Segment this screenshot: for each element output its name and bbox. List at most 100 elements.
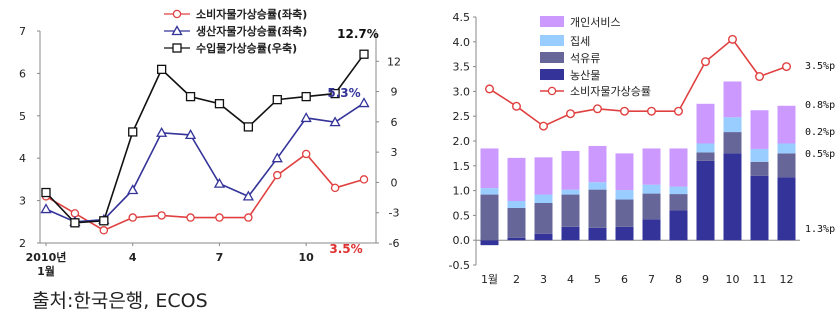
bar-segment [534, 194, 553, 203]
bar-segment [615, 226, 634, 241]
bar-segment [561, 150, 580, 190]
y-tick-label: 4.0 [453, 36, 471, 49]
bar-segment [615, 199, 634, 227]
legend-label: 소비자물가상승률(좌축) [196, 7, 307, 21]
data-point [272, 94, 282, 105]
legend-swatch [540, 35, 564, 46]
bar-segment [723, 117, 742, 133]
legend-swatch [540, 52, 564, 63]
bar-segment [750, 110, 769, 149]
series-line [45, 102, 365, 223]
data-point [485, 84, 495, 94]
bar-segment [507, 157, 526, 202]
bar-segment [534, 233, 553, 241]
y-tick-label: 0.0 [453, 234, 471, 247]
data-point [330, 88, 340, 99]
end-value-label: 12.7% [337, 27, 379, 41]
bar-segment [534, 203, 553, 234]
data-point [300, 112, 312, 123]
series-line [45, 53, 365, 224]
series-3 [41, 49, 369, 228]
bar-segment [669, 148, 688, 187]
bar-segment [696, 160, 715, 241]
data-point [99, 216, 109, 226]
annotation-label: 1.3%p [805, 224, 835, 235]
bar-segment [561, 189, 580, 195]
legend-swatch [540, 69, 564, 80]
data-point [271, 152, 283, 163]
x-tick-label: 7 [216, 251, 224, 264]
data-point [359, 175, 369, 184]
data-point [213, 177, 226, 188]
y-tick-label: 0.5 [453, 209, 471, 222]
data-point [330, 183, 340, 193]
cpi-line-series [485, 34, 792, 131]
data-point [301, 91, 311, 102]
legend-marker [171, 25, 183, 36]
right-tick-label: 12 [387, 55, 401, 68]
bar-segment [777, 177, 796, 241]
x-tick-label: 3 [540, 273, 547, 286]
bar-segment [777, 105, 796, 144]
y-tick-label: -0.5 [449, 259, 470, 272]
bar-segment [669, 194, 688, 211]
bar-segment [723, 81, 742, 118]
data-point [41, 187, 51, 198]
legend-label: 석유류 [570, 52, 600, 65]
right-tick-label: -6 [389, 237, 400, 250]
data-point [242, 190, 254, 201]
left-tick-label: 4 [19, 152, 26, 165]
left-tick-label: 3 [19, 195, 26, 208]
data-point [566, 109, 576, 119]
legend-swatch [540, 16, 564, 27]
bar-segment [642, 184, 661, 194]
bar-segment [696, 143, 715, 153]
bar-segment [507, 201, 526, 208]
annotation-label: 0.2%p [805, 127, 835, 138]
data-point [593, 104, 603, 114]
legend-label: 농산물 [570, 69, 600, 82]
data-point [512, 101, 522, 111]
bar-segment [507, 207, 526, 238]
bar-segment [480, 194, 499, 241]
bar-segment [480, 240, 499, 246]
left-tick-label: 7 [19, 25, 26, 38]
y-tick-label: 2.0 [453, 135, 471, 148]
bar-segment [642, 148, 661, 185]
bar-segment [669, 210, 688, 241]
inflation-lines-chart: 2 3 4 5 6 7 -6 -3 0 3 6 9 12 2010년 1월 4 7 10 3.5% 5.3% 12.7%… [19, 7, 401, 278]
bar-segment [615, 153, 634, 191]
data-point [156, 126, 168, 137]
y-tick-label: 3.5 [453, 61, 471, 74]
bar-segment [588, 227, 607, 241]
data-point [215, 213, 224, 222]
x-tick-label: 4 [129, 251, 137, 264]
end-value-label: 3.5% [329, 242, 362, 256]
right-tick-label: -3 [389, 207, 400, 220]
legend-label: 소비자물가상승률 [570, 85, 651, 98]
series-2 [40, 97, 370, 226]
bar-segment [777, 143, 796, 154]
data-point [244, 213, 253, 222]
bar-segment [642, 219, 661, 241]
end-value-label: 5.3% [327, 86, 360, 100]
data-point [329, 116, 341, 127]
data-point [728, 34, 738, 44]
bar-segment [777, 153, 796, 178]
x-tick-label: 10 [299, 251, 315, 264]
x-tick-label: 1월 [481, 273, 498, 286]
y-tick-label: 2.5 [453, 110, 471, 123]
data-point [620, 106, 630, 116]
bar-segment [750, 148, 769, 162]
x-tick-label: 11 [753, 273, 767, 286]
right-tick-label: 9 [391, 86, 398, 99]
left-tick-label: 2 [19, 237, 26, 250]
x-tick-label: 2 [513, 273, 520, 286]
series-line [45, 152, 365, 232]
legend-label: 수입물가상승률(우축) [196, 41, 297, 55]
bar-segment [534, 157, 553, 195]
annotation-label: 0.8%p [805, 100, 835, 111]
legend-label: 집세 [570, 35, 590, 48]
data-point [273, 170, 282, 180]
